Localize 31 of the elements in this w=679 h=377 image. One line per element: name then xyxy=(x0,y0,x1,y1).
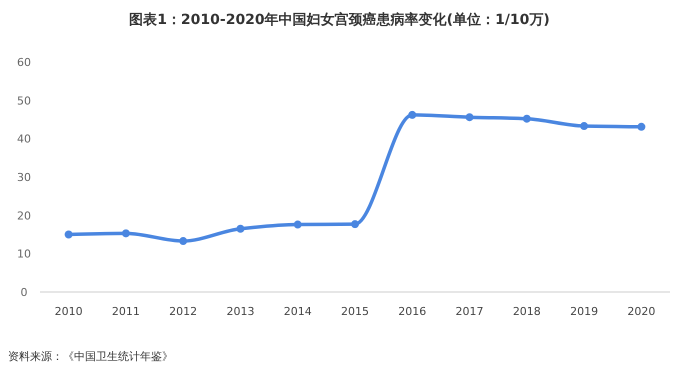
x-tick-label: 2017 xyxy=(456,305,484,318)
y-tick-label: 30 xyxy=(17,171,31,184)
x-tick-label: 2010 xyxy=(54,305,83,318)
point xyxy=(122,229,130,238)
point xyxy=(466,113,474,122)
x-tick-label: 2012 xyxy=(169,305,198,318)
y-tick-label: 10 xyxy=(17,248,31,261)
point xyxy=(522,114,531,123)
y-tick-label: 0 xyxy=(20,286,28,299)
x-tick-label: 2019 xyxy=(570,305,598,318)
y-tick-label: 20 xyxy=(17,209,31,222)
point xyxy=(294,220,302,229)
x-tick-label: 2013 xyxy=(226,305,254,318)
x-tick-label: 2016 xyxy=(398,305,426,318)
point xyxy=(408,110,416,119)
point xyxy=(64,230,73,238)
point xyxy=(236,224,244,233)
x-tick-label: 2011 xyxy=(112,305,140,318)
x-tick-label: 2018 xyxy=(512,305,541,318)
y-tick-label: 60 xyxy=(17,56,31,69)
point xyxy=(580,122,588,130)
text: 资料来源：《中国卫生统计年鉴》 xyxy=(8,350,173,363)
point xyxy=(351,220,359,228)
point xyxy=(637,122,646,131)
point xyxy=(179,237,188,246)
y-tick-label: 40 xyxy=(17,132,31,146)
chart-title: 图表1：2010-2020年中国妇女宫颈癌患病率变化(单位：1/10万) xyxy=(129,11,550,28)
x-tick-label: 2020 xyxy=(627,305,656,318)
x-tick-label: 2014 xyxy=(284,305,312,318)
y-tick-label: 50 xyxy=(17,94,31,108)
x-tick-label: 2015 xyxy=(341,305,369,318)
